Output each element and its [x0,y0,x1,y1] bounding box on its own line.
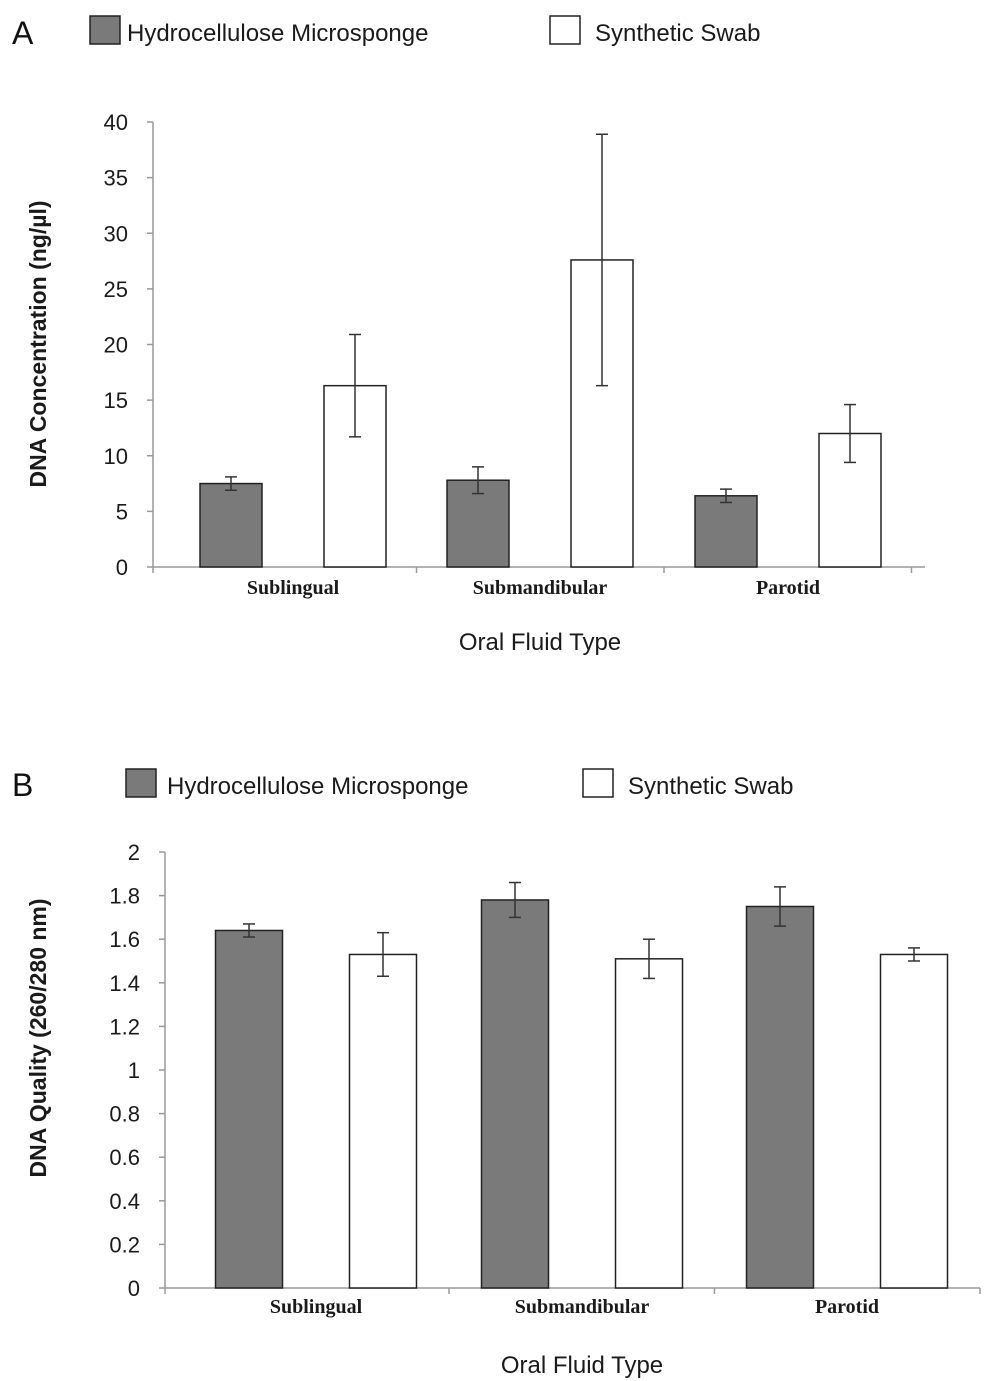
category-label-sublingual: Sublingual [270,1296,363,1318]
bar-microsponge-submandibular [480,899,550,1289]
y-tick-label: 30 [104,221,128,246]
y-tick-label: 1 [128,1058,140,1083]
y-tick-label: 1.4 [109,971,140,996]
y-tick-label: 15 [104,388,128,413]
bar-microsponge-submandibular [446,479,510,568]
y-tick-label: 10 [104,444,128,469]
chart-b-svg: B Hydrocellulose Microsponge Synthetic Swa… [12,767,981,1379]
bar-microsponge-parotid [745,905,815,1289]
y-tick-label: 0.6 [109,1145,140,1170]
y-tick-label: 1.8 [109,884,140,909]
panel-label: A [12,15,34,51]
bar-microsponge-parotid [694,495,758,568]
y-tick-label: 5 [116,499,128,524]
legend-swatch-swab [582,768,614,798]
bar-microsponge-sublingual [199,482,263,568]
y-axis-title: DNA Quality (260/280 nm) [25,898,51,1177]
x-axis-title: Oral Fluid Type [501,1352,663,1379]
legend-label-swab: Synthetic Swab [628,773,793,800]
legend-label-swab: Synthetic Swab [595,20,760,47]
legend-swatch-swab [549,15,581,45]
chart-panel-a: A Hydrocellulose Microsponge Synthetic Swa… [0,0,990,690]
y-tick-label: 1.6 [109,927,140,952]
bar-swab-submandibular [614,958,684,1289]
y-tick-label: 0 [116,555,128,580]
legend-swatch-microsponge [89,15,121,45]
y-tick-label: 40 [104,110,128,135]
legend-swatch-microsponge [125,768,157,798]
panel-label: B [12,767,33,803]
x-axis-title: Oral Fluid Type [459,629,621,656]
category-label-parotid: Parotid [756,577,820,599]
category-label-submandibular: Submandibular [515,1296,650,1318]
chart-panel-b: B Hydrocellulose Microsponge Synthetic Swa… [0,690,990,1381]
y-tick-label: 0.8 [109,1102,140,1127]
y-tick-label: 0.4 [109,1189,140,1214]
legend-label-microsponge: Hydrocellulose Microsponge [127,20,428,47]
y-tick-label: 1.2 [109,1014,140,1039]
y-tick-label: 0 [128,1276,140,1301]
y-tick-label: 35 [104,166,128,191]
chart-a-svg: A Hydrocellulose Microsponge Synthetic Swa… [12,15,925,656]
category-label-submandibular: Submandibular [473,577,608,599]
y-tick-label: 20 [104,333,128,358]
bar-swab-parotid [879,953,949,1289]
y-axis-title: DNA Concentration (ng/µl) [25,200,51,487]
y-tick-label: 25 [104,277,128,302]
bar-microsponge-sublingual [214,929,284,1289]
category-label-sublingual: Sublingual [247,577,340,599]
legend-label-microsponge: Hydrocellulose Microsponge [167,773,468,800]
y-tick-label: 0.2 [109,1232,140,1257]
y-tick-label: 2 [128,840,140,865]
category-label-parotid: Parotid [815,1296,879,1318]
bar-swab-sublingual [348,953,418,1289]
